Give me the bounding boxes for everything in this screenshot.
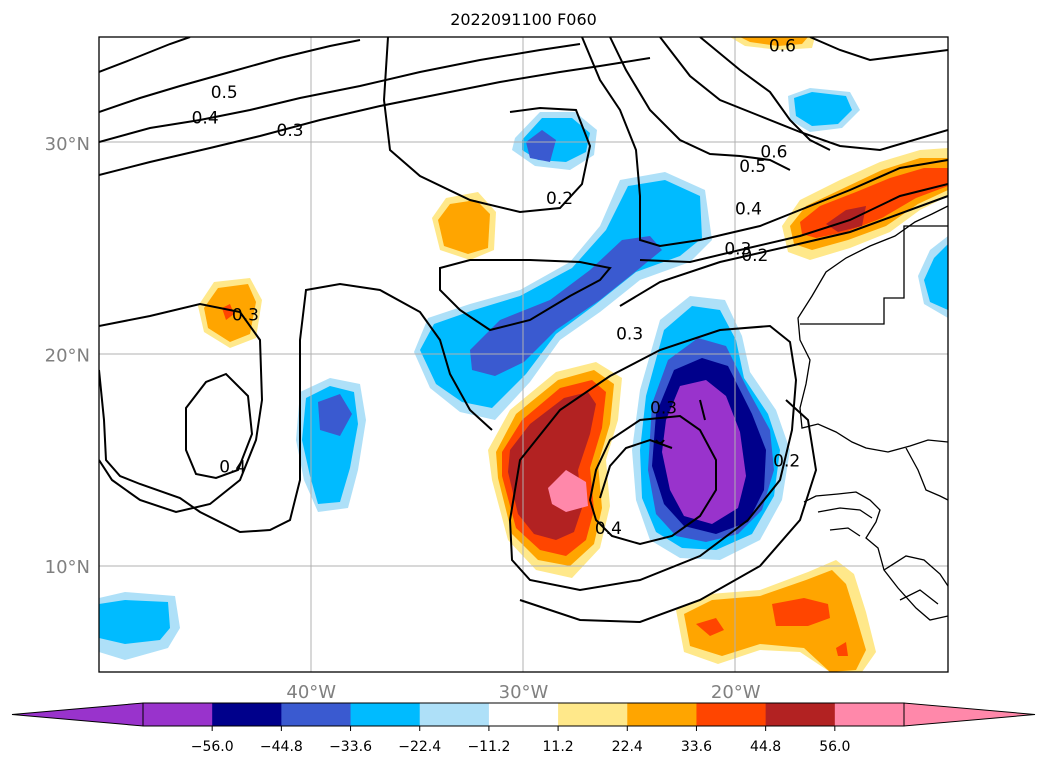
contour-label: 0.3 bbox=[650, 398, 677, 418]
positive-anomaly-northwest bbox=[198, 278, 262, 348]
contour-label: 0.3 bbox=[616, 324, 643, 344]
colorbar-tick-label: −56.0 bbox=[191, 739, 234, 755]
latitude-tick-label: 30°N bbox=[45, 134, 90, 155]
colorbar-segment bbox=[350, 703, 421, 726]
contour-label: 0.2 bbox=[773, 451, 800, 471]
contour-label: 0.4 bbox=[735, 199, 762, 219]
map-title: 2022091100 F060 bbox=[450, 10, 597, 29]
colorbar-segment bbox=[834, 703, 905, 726]
colorbar-segment bbox=[281, 703, 352, 726]
colorbar-tick-label: 44.8 bbox=[750, 739, 781, 755]
colorbar-tick-label: 33.6 bbox=[681, 739, 712, 755]
colorbar-tick-label: 56.0 bbox=[819, 739, 850, 755]
negative-anomaly-north bbox=[512, 112, 597, 170]
contour-labels: 0.50.40.30.60.60.50.20.40.30.20.30.30.30… bbox=[192, 36, 801, 539]
colorbar-tick-label: −22.4 bbox=[398, 739, 441, 755]
positive-anomaly-anticyclone bbox=[488, 362, 622, 578]
colorbar-tick-label: −11.2 bbox=[467, 739, 510, 755]
colorbar-segment bbox=[143, 703, 213, 726]
latitude-tick-label: 10°N bbox=[45, 557, 90, 578]
map-frame bbox=[98, 36, 949, 673]
colorbar-frame bbox=[142, 702, 905, 727]
latitude-ticks: 30°N 20°N 10°N bbox=[45, 134, 90, 578]
colorbar-segment bbox=[765, 703, 836, 726]
contour-label: 0.5 bbox=[211, 83, 238, 103]
coastlines bbox=[797, 205, 948, 621]
colorbar: −56.0 −44.8 −33.6 −22.4 −11.2 11.2 22.4 33.6 44.… bbox=[11, 702, 1036, 755]
longitude-ticks: 40°W 30°W 20°W bbox=[286, 682, 760, 703]
contour-label: 0.3 bbox=[277, 121, 304, 141]
map-panel bbox=[99, 37, 948, 672]
colorbar-tick-label: 11.2 bbox=[543, 739, 574, 755]
colorbar-segment bbox=[488, 703, 559, 726]
negative-anomaly-southwest bbox=[99, 592, 180, 660]
negative-anomaly-west bbox=[296, 378, 366, 512]
positive-anomaly-small-north bbox=[432, 192, 496, 260]
contour-label: 0.4 bbox=[595, 519, 622, 539]
negative-anomaly-northeast bbox=[788, 88, 860, 132]
contour-label: 0.6 bbox=[769, 36, 796, 56]
contour-label: 0.6 bbox=[760, 142, 787, 162]
latitude-tick-label: 20°N bbox=[45, 346, 90, 367]
negative-anomaly-band bbox=[414, 172, 712, 420]
contour-label: 0.5 bbox=[739, 157, 766, 177]
contour-label: 0.2 bbox=[741, 246, 768, 266]
colorbar-segment bbox=[419, 703, 490, 726]
colorbar-extend-high bbox=[903, 702, 1036, 727]
colorbar-tick-label: 22.4 bbox=[612, 739, 643, 755]
gridlines bbox=[99, 37, 948, 672]
colorbar-segment bbox=[696, 703, 767, 726]
longitude-tick-label: 30°W bbox=[499, 682, 549, 703]
contours bbox=[99, 37, 948, 624]
colorbar-segment bbox=[212, 703, 282, 726]
colorbar-segment bbox=[627, 703, 697, 726]
contour-label: 0.4 bbox=[192, 108, 219, 128]
negative-anomaly-east bbox=[918, 236, 948, 318]
colorbar-tick-label: −44.8 bbox=[260, 739, 303, 755]
contour-label: 0.3 bbox=[232, 305, 259, 325]
longitude-tick-label: 20°W bbox=[711, 682, 761, 703]
positive-anomaly-south bbox=[676, 560, 876, 672]
contour-label: 0.3 bbox=[724, 240, 751, 260]
colorbar-segment bbox=[558, 703, 628, 726]
contour-label: 0.4 bbox=[219, 458, 246, 478]
colorbar-extend-low bbox=[11, 702, 144, 727]
longitude-tick-label: 40°W bbox=[286, 682, 336, 703]
colorbar-tick-label: −33.6 bbox=[329, 739, 372, 755]
positive-anomaly-top bbox=[730, 37, 815, 50]
contour-label: 0.2 bbox=[546, 189, 573, 209]
